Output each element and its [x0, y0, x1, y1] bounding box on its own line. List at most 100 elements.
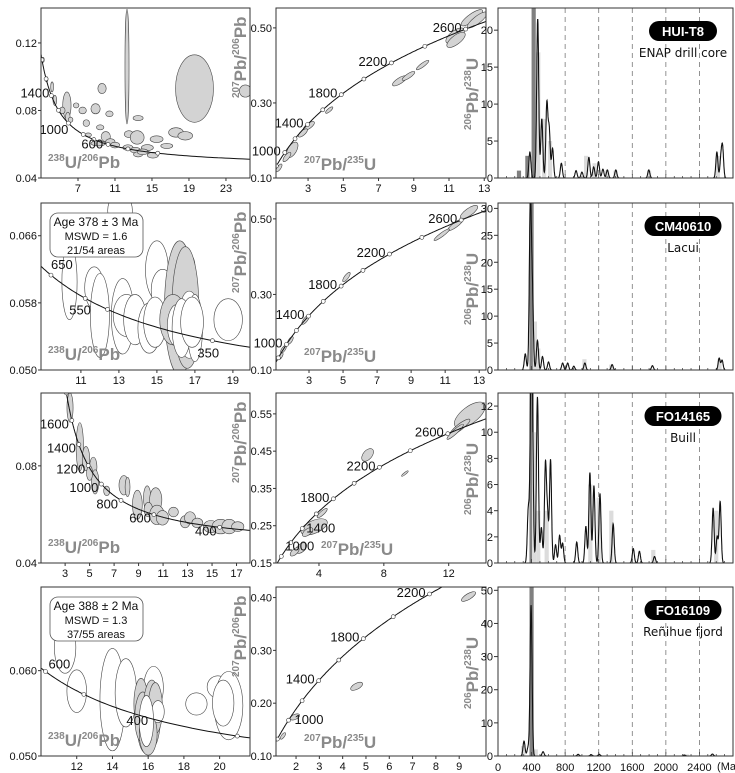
- age-marker: [125, 146, 131, 152]
- panel-frame: [40, 586, 251, 757]
- age-marker: [284, 342, 289, 347]
- age-marker: [292, 136, 298, 142]
- age-marker: [288, 540, 294, 545]
- panel-frame: [40, 7, 251, 179]
- y-tick-label: 0.50: [251, 214, 272, 226]
- age-marker: [43, 76, 49, 82]
- concordia-age-label: 2600: [428, 211, 457, 226]
- x-axis-label: 207Pb/235U: [304, 347, 376, 366]
- plot-area: [276, 401, 486, 563]
- x-axis-label: 207Pb/235U: [304, 733, 376, 752]
- x-tick-label: 11: [443, 183, 454, 195]
- y-axis-label: 207Pb/206Pb: [231, 211, 250, 293]
- histogram-bar: [588, 484, 593, 563]
- y-tick-label: 12: [481, 401, 493, 413]
- y-tick-label: 0.40: [251, 593, 272, 605]
- histogram-bar: [536, 348, 541, 370]
- histogram-bar: [516, 170, 522, 178]
- x-tick-label: 13: [478, 183, 490, 195]
- histogram-bar: [531, 8, 536, 178]
- kde-curve: [498, 203, 733, 370]
- data-ellipse: [342, 272, 351, 283]
- data-ellipse: [78, 106, 87, 115]
- histogram-bar: [717, 359, 722, 370]
- panel-frame: [497, 586, 734, 757]
- data-ellipse: [177, 131, 193, 141]
- concordia-age-label: 1400: [20, 86, 49, 101]
- age-marker: [299, 526, 305, 531]
- sample-name: FO16109: [656, 603, 710, 618]
- x-axis-label-sup2: 206: [82, 731, 99, 742]
- y-tick-label: 0.060: [9, 666, 37, 678]
- panel-frame: [275, 7, 487, 179]
- wetherill-y-axis-label: 206Pb/238U: [463, 637, 482, 709]
- concordia-age-label: 1400: [286, 672, 315, 687]
- age-marker: [389, 60, 394, 66]
- concordia-age-label: 2200: [397, 585, 426, 600]
- y-tick-label: 10: [481, 718, 493, 730]
- histogram-bar: [521, 746, 526, 756]
- data-ellipse: [82, 119, 90, 127]
- age-marker: [445, 431, 451, 437]
- age-marker: [85, 463, 91, 468]
- x-tick-label: 8: [433, 761, 439, 773]
- y-tick-label: 5: [487, 136, 493, 148]
- panel-weth-row2: 1000 1400 1800 2200 2600 4 8 12 0.15 0.25 0.35 0.45…: [251, 392, 487, 580]
- age-marker: [387, 251, 392, 257]
- plot-area: [41, 621, 250, 756]
- y-tick-label: 0.30: [251, 98, 272, 110]
- sample-badge: FO14165: [644, 406, 722, 426]
- panel-frame: [40, 392, 251, 564]
- age-marker: [49, 93, 54, 98]
- age-marker: [422, 43, 428, 49]
- y-tick-label: 0.30: [251, 289, 272, 301]
- x-tick-label: 7: [111, 568, 117, 580]
- sample-badge: FO16109: [644, 600, 722, 620]
- concordia-age-label: 650: [51, 257, 73, 272]
- y-axis-label-base1: Pb/: [231, 634, 250, 661]
- age-marker: [279, 554, 284, 559]
- x-tick-label: 23: [220, 183, 232, 195]
- age-marker: [37, 36, 41, 40]
- data-ellipse: [160, 143, 174, 149]
- data-ellipse: [302, 527, 314, 537]
- concordia-age-label: 2200: [347, 458, 376, 473]
- y-tick-label: 0.55: [251, 409, 272, 421]
- age-marker: [390, 614, 396, 619]
- y-tick-label: 20: [481, 685, 493, 697]
- data-ellipse: [175, 54, 214, 123]
- panel-weth-row0: 1000 1400 1800 2200 2600 3 5 7 9 11 13 0.10 0.30 0.50…: [251, 7, 490, 195]
- x-tick-label: 800: [556, 762, 574, 773]
- y-axis-label-sup1: 207: [231, 81, 242, 98]
- panel-weth-row3: 1000 1400 1800 2200 2 3 4 5 6 7 8 9 0.10 0.20 0.30 0.40…: [251, 585, 487, 773]
- histogram-bar: [646, 170, 652, 178]
- x-axis-label-base2: U: [364, 347, 376, 366]
- y-tick-label: 25: [481, 230, 493, 242]
- wetherill-y-axis-label-base1: Pb/: [463, 282, 482, 309]
- concordia-age-label: 1800: [308, 86, 337, 101]
- x-axis-label-sup2: 235: [347, 733, 364, 744]
- data-ellipse: [156, 510, 169, 526]
- data-ellipse: [350, 681, 363, 691]
- age-marker: [276, 355, 281, 361]
- age-marker: [299, 698, 305, 704]
- panel-frame: [40, 202, 251, 371]
- x-tick-label: 0: [495, 762, 501, 773]
- age-marker: [66, 120, 71, 126]
- y-tick-label: 0: [487, 173, 493, 185]
- y-axis-label-base2: Pb: [231, 211, 250, 233]
- age-marker: [320, 299, 326, 304]
- age-marker: [271, 746, 275, 750]
- x-tick-label: 11: [439, 375, 450, 387]
- data-ellipse: [96, 124, 105, 131]
- age-marker: [419, 235, 425, 240]
- y-axis-label-sup2: 206: [231, 617, 242, 634]
- data-ellipse: [129, 130, 145, 145]
- wetherill-y-axis-label-base2: U: [463, 443, 482, 455]
- data-ellipse: [401, 71, 416, 81]
- data-ellipse: [90, 103, 101, 115]
- y-tick-label: 6: [487, 480, 493, 492]
- wetherill-y-axis-label-sup1: 206: [463, 308, 474, 325]
- x-axis-label-base2: Pb: [98, 153, 120, 172]
- x-axis-label-sup1: 207: [304, 155, 321, 166]
